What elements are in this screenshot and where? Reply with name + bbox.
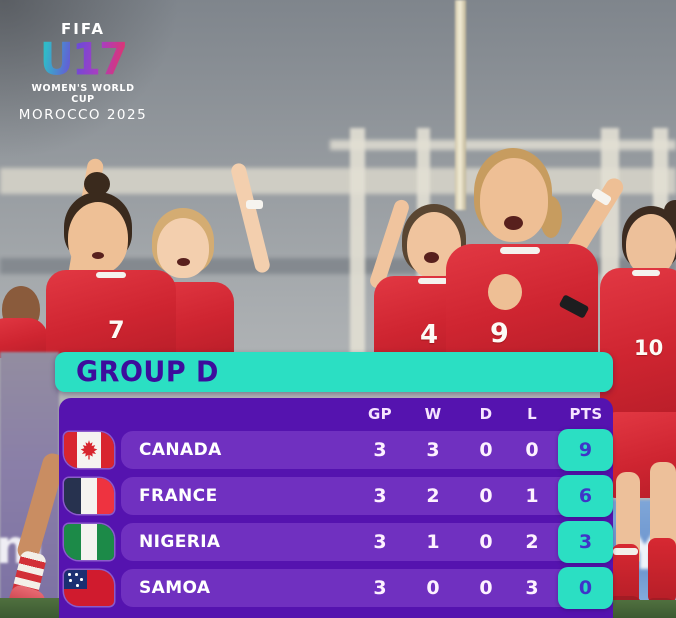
stat-gp: 3: [373, 531, 387, 553]
stat-w: 2: [426, 485, 440, 507]
table-row-france: FRANCE 3 2 0 1 6: [59, 475, 613, 517]
table-row-samoa: SAMOA 3 0 0 3 0: [59, 567, 613, 609]
stat-l: 1: [525, 485, 539, 507]
maple-leaf-icon: [78, 439, 100, 461]
points-badge: 3: [558, 521, 613, 563]
stat-d: 0: [479, 485, 493, 507]
table-row-canada: CANADA 3 3 0 0 9: [59, 429, 613, 471]
row-background: [121, 477, 611, 515]
jersey-number: 9: [490, 318, 509, 349]
column-header-l: L: [527, 405, 537, 423]
grass: [0, 598, 59, 618]
sock-band: [613, 548, 638, 555]
stat-l: 2: [525, 531, 539, 553]
row-background: [121, 569, 611, 607]
france-flag-icon: [64, 478, 114, 514]
table-row-nigeria: NIGERIA 3 1 0 2 3: [59, 521, 613, 563]
stat-w: 0: [426, 577, 440, 599]
stand-pillar: [350, 128, 365, 358]
floodlight-pole: [455, 0, 466, 210]
jersey-number: 10: [634, 336, 664, 360]
stand-beam: [0, 168, 676, 194]
u17-wordmark: U17: [18, 36, 148, 83]
fifa-u17-logo: FIFA U17 WOMEN'S WORLD CUP MOROCCO 2025: [18, 20, 148, 123]
samoa-flag-icon: [64, 570, 114, 606]
stat-l: 0: [525, 439, 539, 461]
column-header-gp: GP: [368, 405, 392, 423]
stat-l: 3: [525, 577, 539, 599]
stand-beam: [330, 140, 676, 150]
stat-gp: 3: [373, 577, 387, 599]
stat-gp: 3: [373, 485, 387, 507]
group-title: GROUP D: [76, 355, 219, 389]
nigeria-flag-icon: [64, 524, 114, 560]
southern-cross-stars: [68, 573, 71, 576]
grass: [610, 600, 676, 618]
standings-panel: GP W D L PTS CANADA 3 3 0 0 9: [59, 398, 613, 618]
column-header-pts: PTS: [569, 405, 603, 423]
stat-w: 3: [426, 439, 440, 461]
stat-d: 0: [479, 531, 493, 553]
tournament-edition: MOROCCO 2025: [18, 107, 148, 123]
jersey-number: 7: [108, 316, 125, 344]
red-sock: [648, 538, 676, 604]
group-title-bar: GROUP D: [55, 352, 613, 392]
jersey-number: 4: [420, 320, 439, 350]
tournament-name: WOMEN'S WORLD CUP: [31, 83, 135, 105]
row-background: [121, 431, 611, 469]
column-header-w: W: [424, 405, 442, 423]
samoa-canton: [64, 570, 87, 589]
row-background: [121, 523, 611, 561]
stat-d: 0: [479, 439, 493, 461]
column-header-d: D: [479, 405, 493, 423]
canada-flag-icon: [64, 432, 114, 468]
points-badge: 9: [558, 429, 613, 471]
team-name: FRANCE: [139, 486, 218, 506]
team-name: NIGERIA: [139, 532, 221, 552]
stat-d: 0: [479, 577, 493, 599]
points-badge: 0: [558, 567, 613, 609]
stat-gp: 3: [373, 439, 387, 461]
sky-shading: [0, 0, 180, 160]
stat-w: 1: [426, 531, 440, 553]
team-name: CANADA: [139, 440, 222, 460]
fifa-wordmark: FIFA: [61, 20, 105, 38]
team-name: SAMOA: [139, 578, 211, 598]
points-badge: 6: [558, 475, 613, 517]
